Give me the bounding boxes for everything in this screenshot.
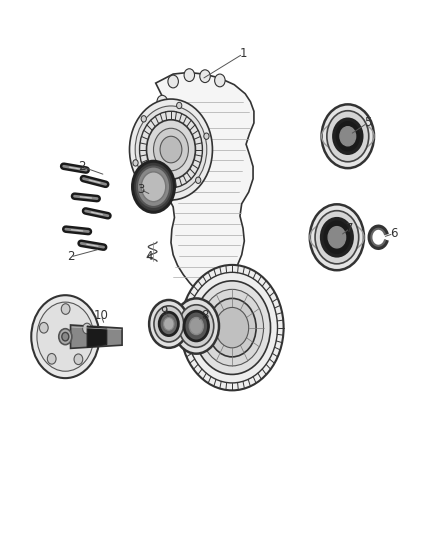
Circle shape [133, 160, 138, 166]
Circle shape [160, 190, 166, 197]
Text: 1: 1 [239, 47, 247, 60]
Circle shape [83, 323, 92, 334]
Circle shape [184, 69, 194, 82]
Circle shape [168, 75, 178, 88]
Text: 6: 6 [390, 227, 397, 240]
Text: 9: 9 [161, 305, 168, 318]
Circle shape [173, 298, 219, 354]
Circle shape [201, 289, 264, 366]
Circle shape [321, 104, 374, 168]
Text: 2: 2 [67, 251, 74, 263]
Circle shape [61, 304, 70, 314]
Circle shape [334, 119, 362, 154]
Circle shape [327, 111, 369, 162]
Text: 8: 8 [201, 309, 209, 322]
Circle shape [31, 295, 99, 378]
Circle shape [141, 116, 146, 122]
Circle shape [184, 311, 208, 341]
Circle shape [163, 318, 174, 330]
Text: 4: 4 [145, 251, 153, 263]
Circle shape [157, 95, 167, 108]
Circle shape [62, 333, 69, 341]
Circle shape [208, 298, 256, 357]
Circle shape [137, 166, 170, 207]
Circle shape [135, 106, 207, 193]
Circle shape [204, 133, 209, 140]
Circle shape [321, 219, 352, 256]
Polygon shape [71, 325, 122, 349]
Circle shape [133, 161, 174, 212]
Circle shape [154, 306, 184, 342]
Circle shape [328, 227, 346, 248]
Circle shape [177, 102, 182, 109]
Circle shape [59, 329, 72, 345]
Circle shape [74, 354, 83, 365]
Circle shape [180, 265, 284, 390]
Circle shape [310, 204, 364, 270]
Circle shape [147, 120, 195, 179]
Polygon shape [87, 326, 107, 348]
Circle shape [200, 70, 210, 83]
Circle shape [179, 305, 214, 348]
Text: 7: 7 [346, 222, 354, 235]
Circle shape [160, 136, 182, 163]
Circle shape [168, 160, 178, 173]
Circle shape [39, 322, 48, 333]
Circle shape [215, 308, 249, 348]
Circle shape [196, 177, 201, 183]
Text: 5: 5 [364, 117, 371, 130]
Circle shape [149, 300, 188, 348]
Circle shape [315, 211, 359, 264]
Circle shape [162, 128, 173, 141]
Circle shape [141, 172, 166, 201]
Text: 10: 10 [94, 309, 109, 322]
Circle shape [194, 281, 271, 374]
Circle shape [159, 112, 170, 125]
Circle shape [189, 318, 203, 335]
Text: 3: 3 [137, 183, 144, 196]
Text: 2: 2 [78, 160, 85, 173]
Circle shape [37, 302, 94, 371]
Circle shape [340, 127, 356, 146]
Circle shape [215, 74, 225, 87]
Polygon shape [155, 72, 254, 294]
Circle shape [47, 353, 56, 364]
Circle shape [153, 128, 188, 171]
Circle shape [130, 99, 212, 200]
Circle shape [159, 312, 178, 336]
Circle shape [166, 144, 176, 157]
